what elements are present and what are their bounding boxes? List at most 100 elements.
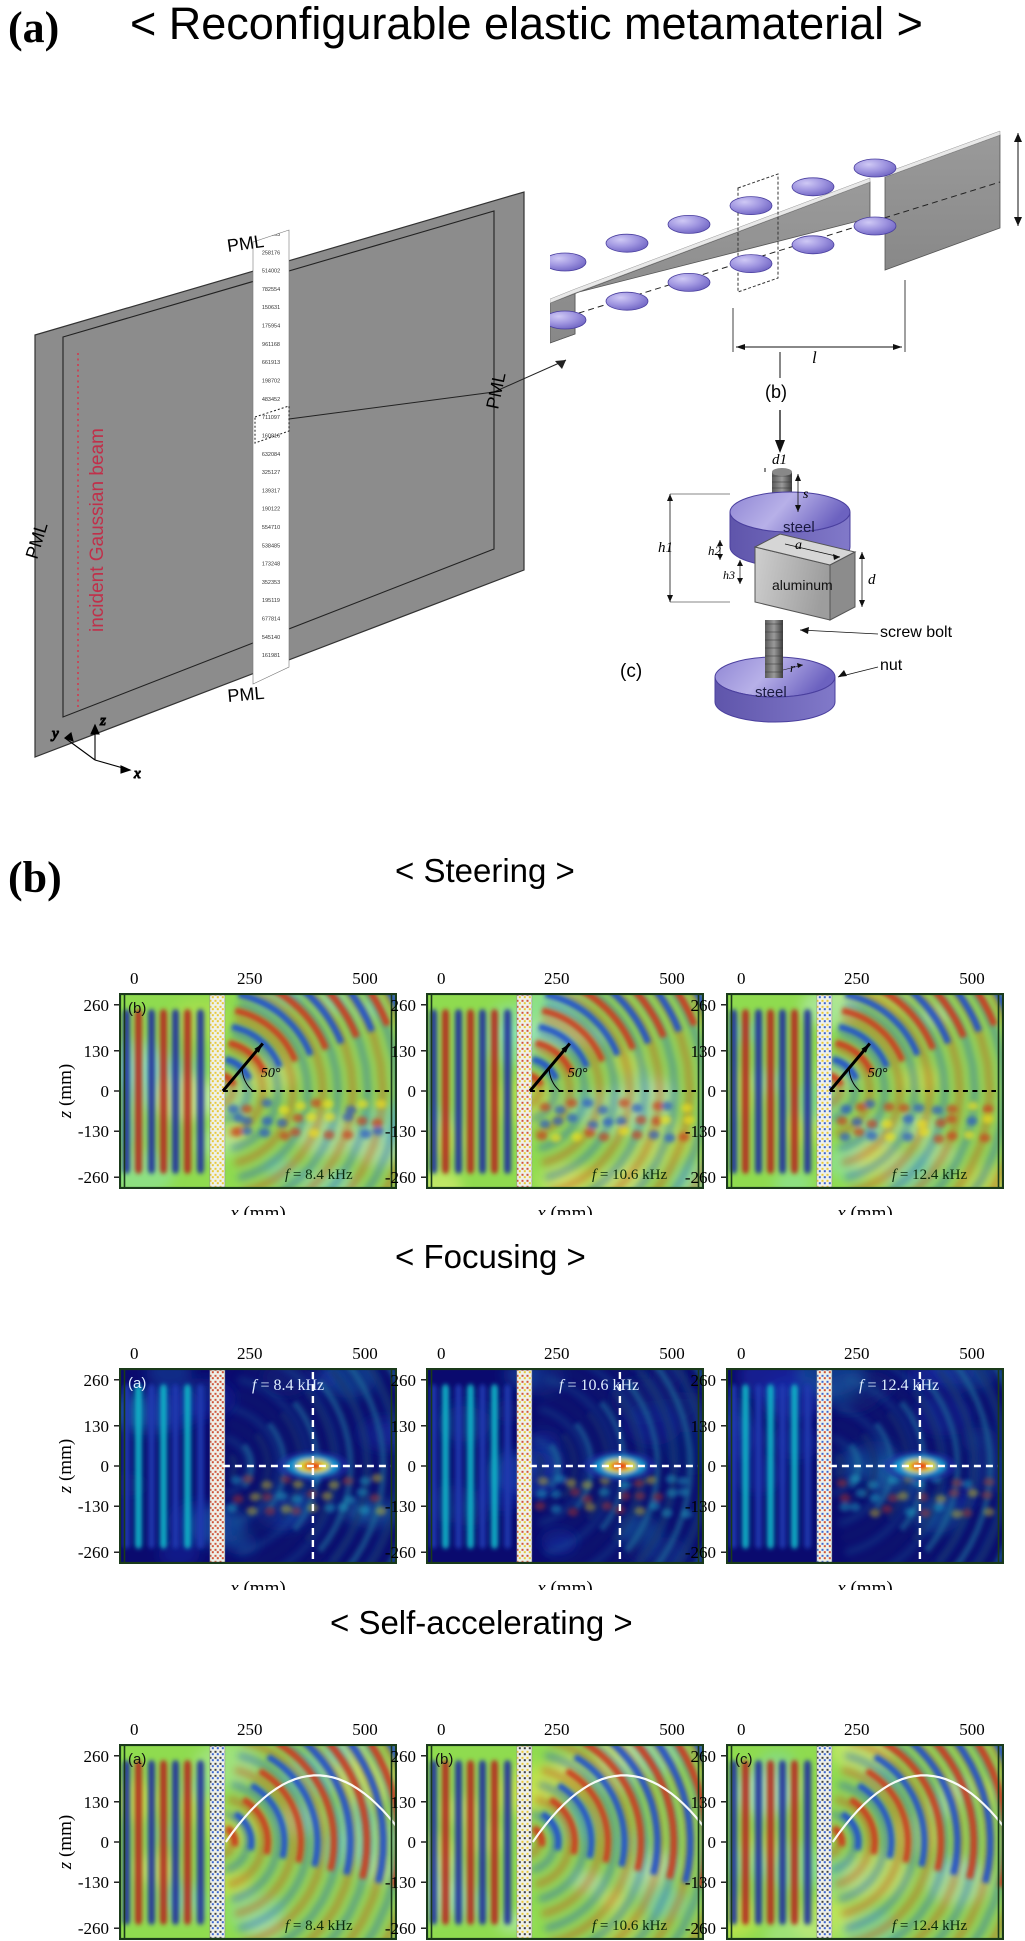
svg-text:(b): (b): [435, 1751, 453, 1768]
svg-text:z: z: [99, 713, 106, 729]
svg-text:-130: -130: [385, 1122, 416, 1141]
svg-text:150631: 150631: [262, 305, 280, 311]
svg-text:0: 0: [101, 1833, 110, 1852]
svg-text:439563: 439563: [262, 232, 280, 238]
svg-text:(c): (c): [735, 1751, 753, 1768]
svg-text:-260: -260: [385, 1919, 416, 1938]
svg-text:175954: 175954: [262, 324, 280, 330]
svg-text:f = 12.4 kHz: f = 12.4 kHz: [892, 1918, 967, 1934]
svg-text:250: 250: [237, 969, 263, 988]
svg-text:-130: -130: [385, 1497, 416, 1516]
svg-text:130: 130: [391, 1417, 417, 1436]
svg-text:0: 0: [408, 1082, 417, 1101]
svg-text:250: 250: [844, 1720, 870, 1739]
svg-text:0: 0: [708, 1082, 717, 1101]
svg-text:f = 10.6 kHz: f = 10.6 kHz: [592, 1918, 667, 1934]
svg-text:198702: 198702: [262, 379, 280, 385]
svg-text:483452: 483452: [262, 397, 280, 403]
svg-text:-260: -260: [685, 1543, 716, 1562]
svg-text:250: 250: [544, 969, 570, 988]
svg-text:x (mm): x (mm): [229, 1203, 285, 1215]
svg-text:130: 130: [391, 1042, 417, 1061]
svg-text:677814: 677814: [262, 617, 280, 623]
svg-text:0: 0: [737, 1344, 746, 1363]
svg-text:260: 260: [391, 1747, 417, 1766]
svg-text:-260: -260: [78, 1543, 109, 1562]
svg-text:325127: 325127: [262, 470, 280, 476]
svg-text:x: x: [133, 766, 141, 782]
svg-text:-130: -130: [78, 1873, 109, 1892]
svg-text:0: 0: [737, 1720, 746, 1739]
svg-text:161981: 161981: [262, 653, 280, 659]
svg-text:l: l: [812, 348, 817, 367]
svg-text:661913: 661913: [262, 360, 280, 366]
svg-text:250: 250: [844, 969, 870, 988]
svg-text:x (mm): x (mm): [836, 1578, 892, 1590]
svg-text:260: 260: [691, 996, 717, 1015]
svg-text:711097: 711097: [262, 415, 280, 421]
svg-text:aluminum: aluminum: [772, 577, 833, 593]
svg-text:x (mm): x (mm): [536, 1203, 592, 1215]
svg-text:160816: 160816: [262, 433, 280, 439]
svg-text:z (mm): z (mm): [59, 1815, 76, 1870]
svg-text:50°: 50°: [568, 1066, 588, 1081]
svg-text:nut: nut: [880, 657, 903, 674]
svg-text:50°: 50°: [261, 1066, 281, 1081]
svg-text:0: 0: [708, 1457, 717, 1476]
svg-text:0: 0: [437, 1344, 446, 1363]
svg-text:258176: 258176: [262, 250, 280, 256]
svg-text:d: d: [868, 572, 876, 588]
svg-text:632084: 632084: [262, 452, 280, 458]
svg-text:-260: -260: [385, 1168, 416, 1187]
svg-text:h1: h1: [658, 540, 673, 556]
svg-text:0: 0: [101, 1082, 110, 1101]
svg-text:130: 130: [391, 1793, 417, 1812]
svg-text:-260: -260: [78, 1919, 109, 1938]
svg-text:-260: -260: [685, 1919, 716, 1938]
svg-text:130: 130: [691, 1793, 717, 1812]
svg-text:250: 250: [544, 1720, 570, 1739]
svg-text:260: 260: [691, 1371, 717, 1390]
svg-text:z (mm): z (mm): [59, 1439, 76, 1494]
svg-text:x (mm): x (mm): [536, 1578, 592, 1590]
svg-text:f = 10.6 kHz: f = 10.6 kHz: [592, 1167, 667, 1183]
svg-text:(b): (b): [765, 382, 787, 402]
svg-text:260: 260: [691, 1747, 717, 1766]
svg-text:(a): (a): [128, 1375, 146, 1392]
svg-text:195119: 195119: [262, 598, 280, 604]
svg-text:f = 8.4 kHz: f = 8.4 kHz: [285, 1918, 353, 1934]
svg-text:139317: 139317: [262, 488, 280, 494]
svg-text:250: 250: [544, 1344, 570, 1363]
svg-text:PML: PML: [227, 683, 266, 706]
svg-text:538485: 538485: [262, 543, 280, 549]
svg-text:f = 12.4 kHz: f = 12.4 kHz: [892, 1167, 967, 1183]
svg-text:a: a: [795, 538, 802, 553]
svg-text:0: 0: [737, 969, 746, 988]
svg-text:250: 250: [844, 1344, 870, 1363]
svg-text:50°: 50°: [868, 1066, 888, 1081]
svg-text:-130: -130: [78, 1122, 109, 1141]
svg-text:0: 0: [408, 1833, 417, 1852]
svg-text:steel: steel: [755, 684, 787, 701]
svg-text:260: 260: [391, 1371, 417, 1390]
svg-text:250: 250: [237, 1720, 263, 1739]
svg-text:130: 130: [691, 1417, 717, 1436]
svg-text:500: 500: [959, 969, 985, 988]
svg-text:-130: -130: [385, 1873, 416, 1892]
svg-text:f = 12.4 kHz: f = 12.4 kHz: [859, 1377, 939, 1394]
svg-text:0: 0: [101, 1457, 110, 1476]
svg-text:f = 8.4 kHz: f = 8.4 kHz: [285, 1167, 353, 1183]
svg-text:steel: steel: [783, 519, 815, 536]
svg-text:514002: 514002: [262, 269, 280, 275]
svg-text:250: 250: [237, 1344, 263, 1363]
svg-text:554710: 554710: [262, 525, 280, 531]
svg-text:0: 0: [130, 969, 139, 988]
svg-text:-260: -260: [385, 1543, 416, 1562]
svg-text:h3: h3: [723, 568, 735, 582]
svg-text:-130: -130: [685, 1497, 716, 1516]
svg-text:500: 500: [959, 1344, 985, 1363]
svg-text:961168: 961168: [262, 342, 280, 348]
svg-text:-130: -130: [685, 1873, 716, 1892]
svg-text:x (mm): x (mm): [836, 1203, 892, 1215]
svg-text:260: 260: [391, 996, 417, 1015]
